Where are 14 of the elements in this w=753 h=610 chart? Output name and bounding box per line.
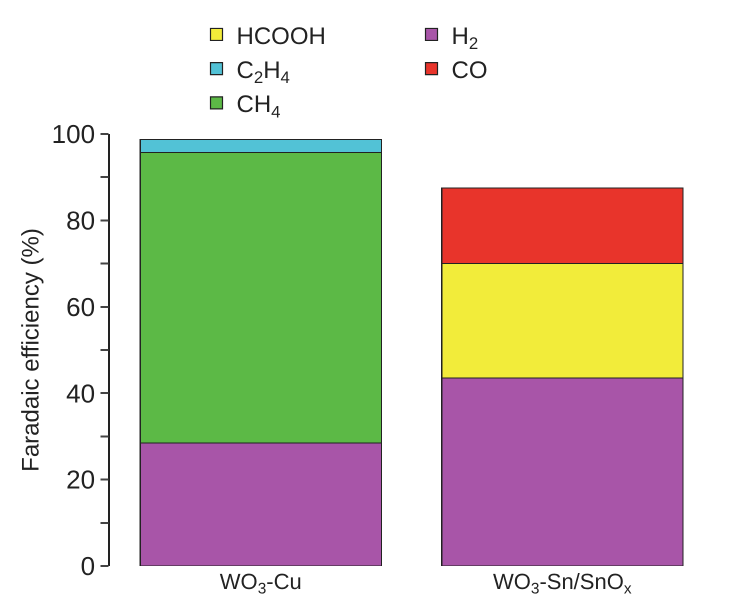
y-tick-label: 60 xyxy=(66,292,96,322)
legend-label: C$_{2}$H$_{4}$ xyxy=(236,57,290,88)
legend-label: H$_{2}$ xyxy=(452,22,478,53)
x-tick-label: WO$_{3}$-Sn/SnO$_{x}$ xyxy=(492,569,632,598)
legend-label: CH$_{4}$ xyxy=(236,91,281,122)
legend-label: HCOOH xyxy=(236,22,326,50)
y-tick-label: 40 xyxy=(66,378,96,408)
y-axis-title: Faradaic efficiency (%) xyxy=(17,228,44,472)
y-tick-label: 20 xyxy=(66,464,96,495)
y-tick-label: 100 xyxy=(52,119,96,150)
y-tick-label: 0 xyxy=(80,551,96,582)
x-tick-label: WO$_{3}$-Cu xyxy=(220,569,302,598)
legend-label: CO xyxy=(452,57,488,84)
y-tick-label: 80 xyxy=(66,206,96,236)
